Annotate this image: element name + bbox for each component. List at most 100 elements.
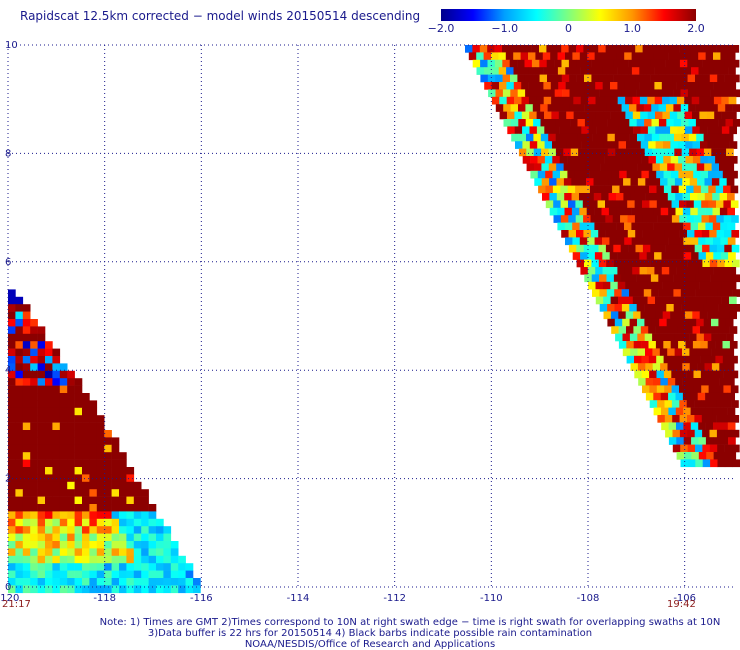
data-cell: [602, 52, 610, 61]
data-cell: [82, 563, 90, 571]
data-cell: [711, 163, 720, 172]
data-cell: [141, 541, 149, 549]
data-cell: [703, 333, 712, 342]
data-cell: [589, 185, 598, 194]
data-cell: [15, 452, 24, 460]
data-cell: [720, 52, 729, 61]
data-cell: [566, 126, 575, 135]
data-cell: [45, 437, 53, 446]
data-cell: [74, 422, 83, 431]
data-cell: [30, 548, 38, 557]
data-cell: [37, 400, 46, 409]
data-cell: [649, 200, 658, 209]
data-cell: [540, 133, 549, 142]
data-cell: [610, 126, 619, 135]
data-cell: [8, 400, 16, 409]
data-cell: [699, 281, 707, 290]
data-cell: [568, 215, 576, 223]
data-cell: [564, 193, 572, 201]
data-cell: [593, 163, 601, 172]
data-cell: [634, 355, 642, 364]
data-cell: [89, 578, 98, 586]
data-cell: [568, 244, 577, 253]
data-cell: [30, 496, 38, 505]
data-cell: [633, 126, 641, 135]
data-cell: [133, 563, 142, 571]
data-cell: [691, 267, 700, 275]
data-cell: [689, 348, 698, 357]
data-cell: [148, 533, 157, 542]
data-cell: [104, 511, 112, 520]
data-cell: [15, 415, 24, 423]
data-cell: [591, 59, 599, 68]
data-cell: [655, 111, 663, 120]
data-cell: [561, 45, 569, 53]
data-cell: [15, 459, 24, 468]
data-cell: [719, 193, 728, 201]
data-cell: [533, 133, 542, 142]
data-cell: [683, 52, 692, 61]
data-cell: [705, 407, 714, 416]
data-cell: [22, 370, 31, 379]
data-cell: [549, 207, 558, 216]
data-cell: [589, 141, 597, 149]
data-cell: [45, 415, 53, 423]
data-cell: [111, 563, 120, 571]
data-cell: [82, 474, 90, 483]
data-cell: [718, 133, 727, 142]
data-cell: [626, 355, 635, 364]
data-cell: [59, 363, 68, 372]
data-cell: [67, 541, 75, 549]
data-cell: [30, 474, 38, 483]
time-label-right: 19:42: [667, 599, 696, 610]
data-cell: [589, 170, 598, 179]
data-cell: [82, 489, 90, 497]
data-cell: [163, 578, 172, 586]
data-cell: [586, 207, 595, 216]
data-cell: [732, 259, 740, 268]
data-cell: [141, 555, 149, 564]
data-cell: [628, 274, 637, 283]
data-cell: [550, 52, 558, 61]
data-cell: [665, 74, 674, 83]
data-cell: [533, 119, 541, 127]
data-cell: [59, 570, 68, 579]
data-cell: [641, 341, 649, 349]
data-cell: [8, 430, 16, 438]
data-cell: [638, 193, 646, 201]
data-cell: [674, 363, 683, 371]
data-cell: [697, 378, 706, 386]
data-cell: [653, 237, 662, 246]
data-cell: [560, 185, 568, 194]
data-cell: [74, 548, 83, 557]
data-cell: [707, 311, 715, 320]
data-cell: [665, 244, 673, 253]
data-cell: [82, 541, 90, 549]
data-cell: [668, 207, 676, 216]
data-cell: [714, 141, 723, 149]
data-cell: [728, 252, 736, 260]
data-cell: [15, 393, 24, 401]
data-cell: [587, 252, 596, 260]
data-cell: [170, 541, 179, 549]
data-cell: [15, 444, 24, 453]
data-cell: [695, 89, 703, 98]
data-cell: [608, 207, 617, 216]
data-cell: [624, 237, 632, 246]
data-cell: [719, 378, 728, 386]
data-cell: [620, 244, 629, 253]
data-cell: [558, 111, 567, 120]
data-cell: [8, 585, 16, 594]
data-cell: [618, 341, 627, 349]
data-cell: [484, 82, 492, 90]
data-cell: [559, 141, 568, 149]
data-cell: [574, 156, 583, 164]
data-cell: [74, 563, 83, 571]
data-cell: [30, 533, 38, 542]
data-cell: [729, 126, 737, 135]
data-cell: [636, 104, 645, 112]
data-cell: [645, 392, 654, 401]
data-cell: [556, 163, 564, 172]
data-cell: [37, 511, 46, 520]
data-cell: [688, 318, 697, 327]
